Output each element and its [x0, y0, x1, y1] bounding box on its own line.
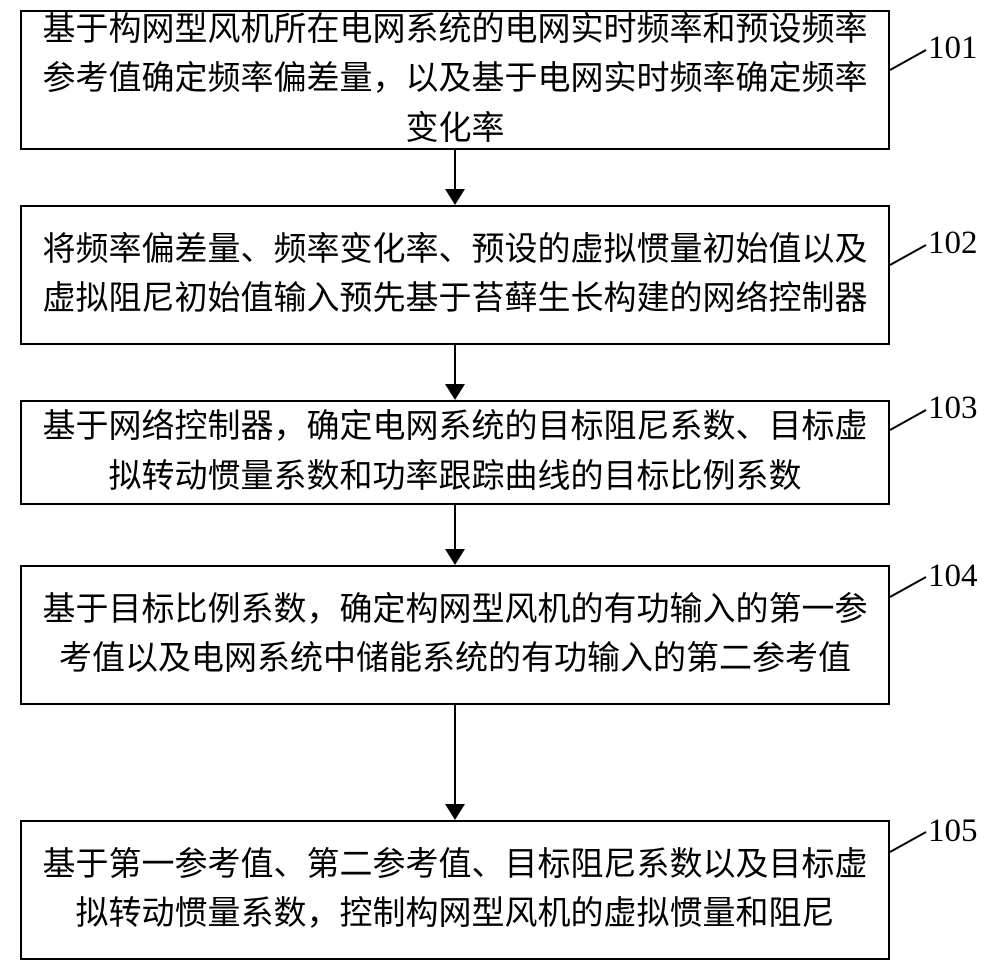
node-label-104: 104	[928, 558, 978, 595]
flowchart-node-104: 基于目标比例系数，确定构网型风机的有功输入的第一参考值以及电网系统中储能系统的有…	[20, 565, 890, 705]
node-text: 基于构网型风机所在电网系统的电网实时频率和预设频率参考值确定频率偏差量，以及基于…	[38, 6, 872, 155]
label-connector-105	[888, 820, 933, 860]
label-connector-103	[888, 398, 933, 438]
node-label-103: 103	[928, 390, 978, 427]
flowchart-node-105: 基于第一参考值、第二参考值、目标阻尼系数以及目标虚拟转动惯量系数，控制构网型风机…	[20, 820, 890, 960]
node-label-102: 102	[928, 225, 978, 262]
flowchart-node-102: 将频率偏差量、频率变化率、预设的虚拟惯量初始值以及虚拟阻尼初始值输入预先基于苔藓…	[20, 205, 890, 345]
arrow-103-104	[445, 505, 465, 565]
node-text: 基于目标比例系数，确定构网型风机的有功输入的第一参考值以及电网系统中储能系统的有…	[38, 586, 872, 685]
flowchart-container: 基于构网型风机所在电网系统的电网实时频率和预设频率参考值确定频率偏差量，以及基于…	[0, 0, 1000, 976]
node-text: 基于网络控制器，确定电网系统的目标阻尼系数、目标虚拟转动惯量系数和功率跟踪曲线的…	[38, 403, 872, 502]
label-text: 102	[928, 225, 978, 261]
label-connector-102	[888, 233, 933, 273]
label-connector-101	[888, 38, 933, 78]
flowchart-node-103: 基于网络控制器，确定电网系统的目标阻尼系数、目标虚拟转动惯量系数和功率跟踪曲线的…	[20, 400, 890, 505]
label-text: 104	[928, 558, 978, 594]
node-text: 将频率偏差量、频率变化率、预设的虚拟惯量初始值以及虚拟阻尼初始值输入预先基于苔藓…	[38, 226, 872, 325]
arrow-101-102	[445, 150, 465, 205]
node-label-105: 105	[928, 813, 978, 850]
node-label-101: 101	[928, 30, 978, 67]
flowchart-node-101: 基于构网型风机所在电网系统的电网实时频率和预设频率参考值确定频率偏差量，以及基于…	[20, 10, 890, 150]
node-text: 基于第一参考值、第二参考值、目标阻尼系数以及目标虚拟转动惯量系数，控制构网型风机…	[38, 841, 872, 940]
label-text: 105	[928, 813, 978, 849]
label-text: 103	[928, 390, 978, 426]
label-connector-104	[888, 565, 933, 605]
arrow-104-105	[445, 705, 465, 820]
arrow-102-103	[445, 345, 465, 400]
label-text: 101	[928, 30, 978, 66]
